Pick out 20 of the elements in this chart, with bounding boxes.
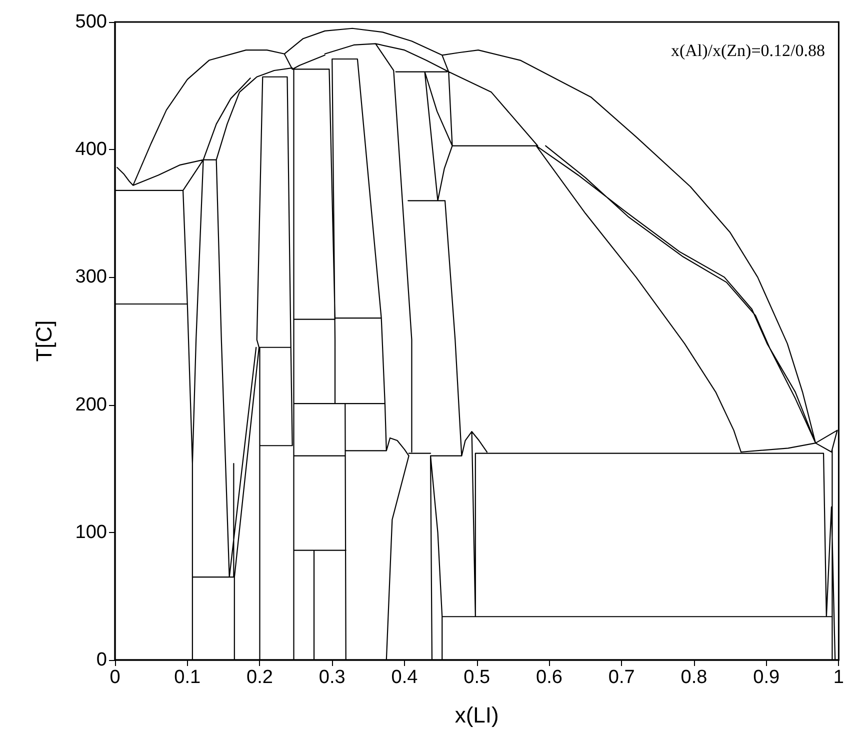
y-axis-title: T[C] bbox=[32, 320, 56, 362]
x-tick-label: 0.9 bbox=[753, 667, 780, 688]
x-tick-label: 1 bbox=[833, 667, 844, 688]
x-tick-label: 0.6 bbox=[536, 667, 562, 688]
annotation: x(Al)/x(Zn)=0.12/0.88 bbox=[670, 41, 825, 60]
x-tick-label: 0 bbox=[110, 667, 120, 688]
y-tick-label: 100 bbox=[75, 522, 107, 543]
y-tick-label: 300 bbox=[75, 266, 107, 288]
x-tick-label: 0.5 bbox=[464, 667, 490, 688]
x-tick-label: 0.4 bbox=[391, 667, 418, 688]
x-tick-label: 0.2 bbox=[246, 667, 273, 688]
y-tick-label: 500 bbox=[75, 12, 107, 32]
y-tick-label: 400 bbox=[75, 139, 107, 160]
y-tick-label: 0 bbox=[96, 650, 107, 670]
x-tick-label: 0.1 bbox=[174, 667, 201, 688]
x-axis-title: x(LI) bbox=[454, 702, 499, 728]
y-tick-label: 200 bbox=[75, 394, 107, 416]
x-tick-label: 0.8 bbox=[680, 667, 708, 688]
x-tick-label: 0.3 bbox=[318, 667, 346, 688]
x-tick-label: 0.7 bbox=[608, 667, 635, 688]
